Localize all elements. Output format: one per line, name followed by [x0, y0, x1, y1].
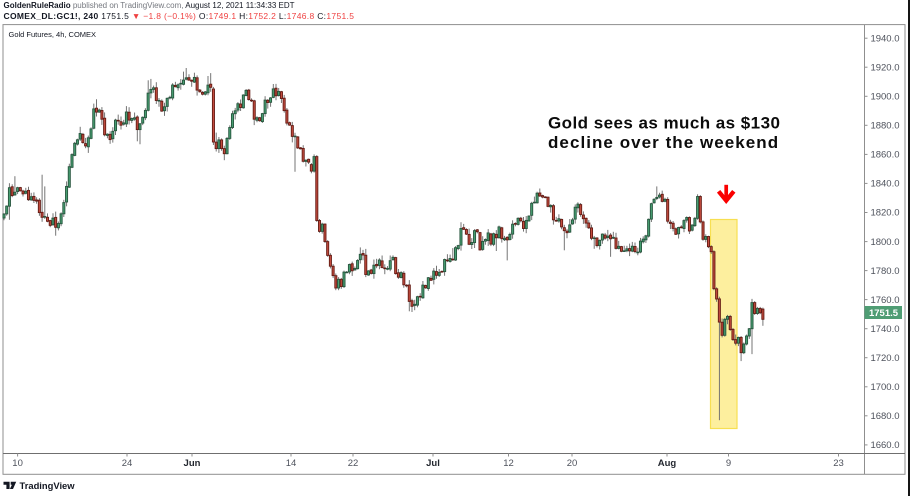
svg-text:Gold Futures, 4h, COMEX: Gold Futures, 4h, COMEX: [9, 30, 97, 39]
svg-text:1680.0: 1680.0: [870, 411, 899, 422]
svg-text:Gold sees as much as $130: Gold sees as much as $130: [548, 114, 780, 133]
svg-text:1700.0: 1700.0: [870, 382, 899, 393]
svg-text:1720.0: 1720.0: [870, 353, 899, 364]
svg-text:TradingView: TradingView: [20, 480, 76, 491]
svg-text:23: 23: [833, 458, 844, 469]
svg-text:1760.0: 1760.0: [870, 295, 899, 306]
svg-text:14: 14: [286, 458, 297, 469]
svg-text:1780.0: 1780.0: [870, 266, 899, 277]
svg-text:1840.0: 1840.0: [870, 179, 899, 190]
svg-text:10: 10: [12, 458, 23, 469]
svg-text:1751.5: 1751.5: [869, 308, 899, 319]
svg-text:9: 9: [726, 458, 731, 469]
svg-text:1860.0: 1860.0: [870, 150, 899, 161]
svg-text:decline over the weekend: decline over the weekend: [548, 133, 779, 152]
svg-text:1900.0: 1900.0: [870, 92, 899, 103]
svg-text:Aug: Aug: [658, 458, 677, 469]
svg-text:12: 12: [503, 458, 514, 469]
svg-text:1880.0: 1880.0: [870, 121, 899, 132]
svg-text:1820.0: 1820.0: [870, 208, 899, 219]
svg-text:24: 24: [122, 458, 133, 469]
svg-text:Jul: Jul: [426, 458, 440, 469]
svg-text:1740.0: 1740.0: [870, 324, 899, 335]
svg-text:1800.0: 1800.0: [870, 237, 899, 248]
svg-text:1660.0: 1660.0: [870, 440, 899, 451]
svg-text:1940.0: 1940.0: [870, 33, 899, 44]
svg-text:Jun: Jun: [184, 458, 201, 469]
svg-text:20: 20: [567, 458, 578, 469]
svg-text:1920.0: 1920.0: [870, 63, 899, 74]
svg-text:22: 22: [348, 458, 359, 469]
